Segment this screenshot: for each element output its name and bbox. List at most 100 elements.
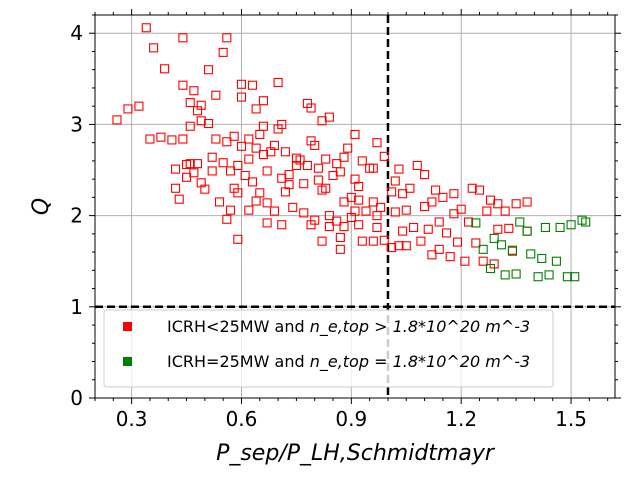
data-point-red <box>258 121 269 131</box>
data-point-red <box>211 134 221 144</box>
data-point-green <box>533 272 543 282</box>
data-point-red <box>277 220 287 230</box>
data-point-red <box>185 97 195 108</box>
data-point-red <box>207 166 217 176</box>
data-point-red <box>141 23 151 33</box>
data-point-red <box>343 143 353 153</box>
data-point-red <box>189 86 199 96</box>
data-point-red <box>339 152 349 162</box>
legend-box <box>103 309 554 388</box>
data-point-red <box>511 199 521 209</box>
data-point-red <box>262 198 272 208</box>
data-point-red <box>288 202 298 212</box>
data-point-red <box>324 211 334 221</box>
data-point-red <box>416 236 426 246</box>
legend-label-green-math: n_e,top = 1.8*10^20 m^-3 <box>310 352 530 372</box>
data-point-red <box>372 222 382 233</box>
data-point-red <box>222 214 232 224</box>
legend-label-green-prefix: ICRH=25MW and <box>167 352 310 371</box>
data-point-red <box>434 217 444 227</box>
data-point-red <box>247 80 258 90</box>
data-point-red <box>233 160 243 171</box>
data-point-red <box>335 167 345 177</box>
data-point-red <box>218 47 228 57</box>
data-point-red <box>387 187 397 197</box>
data-point-red <box>236 141 247 151</box>
data-point-green <box>540 222 550 233</box>
data-point-red <box>222 33 232 43</box>
data-point-red <box>394 241 404 251</box>
data-point-red <box>321 154 331 164</box>
data-point-red <box>368 163 378 173</box>
data-point-red <box>189 168 199 178</box>
data-point-red <box>372 138 382 148</box>
data-point-red <box>354 181 364 191</box>
data-point-red <box>423 224 433 234</box>
data-point-green <box>526 249 536 259</box>
data-point-red <box>251 196 261 206</box>
data-point-red <box>420 201 430 212</box>
data-point-red <box>196 116 206 126</box>
data-point-green <box>515 217 525 227</box>
data-point-red <box>460 256 470 266</box>
data-point-red <box>368 236 378 246</box>
legend-swatch-red <box>123 322 132 331</box>
data-points <box>112 23 591 282</box>
data-point-red <box>357 156 367 166</box>
data-point-red <box>225 205 236 215</box>
data-point-red <box>112 115 122 125</box>
legend-label-red: ICRH<25MW and n_e,top > 1.8*10^20 m^-3 <box>167 317 530 337</box>
data-point-red <box>123 104 133 114</box>
data-point-green <box>496 240 507 250</box>
data-point-red <box>273 77 283 88</box>
data-point-red <box>134 101 144 111</box>
data-point-red <box>225 166 236 176</box>
data-point-green <box>485 263 496 274</box>
data-point-red <box>185 159 195 169</box>
data-point-red <box>178 80 188 90</box>
data-point-red <box>262 218 272 228</box>
axis-ticks <box>89 9 621 404</box>
data-point-red <box>233 234 243 244</box>
data-point-green <box>537 253 547 264</box>
data-point-red <box>321 183 331 193</box>
data-point-green <box>511 269 521 279</box>
data-point-red <box>335 244 345 254</box>
plot-frame <box>94 14 616 399</box>
data-point-green <box>551 256 561 266</box>
y-tick-label: 1 <box>70 295 83 319</box>
data-point-red <box>310 215 320 225</box>
data-point-red <box>284 180 294 190</box>
legend: ICRH<25MW and n_e,top > 1.8*10^20 m^-3 I… <box>103 309 554 388</box>
data-point-red <box>420 170 430 180</box>
data-point-red <box>236 79 247 89</box>
data-point-red <box>317 236 327 246</box>
data-point-red <box>350 206 360 216</box>
data-point-red <box>280 147 290 157</box>
data-point-red <box>251 143 261 153</box>
data-point-red <box>218 158 228 168</box>
data-point-red <box>324 222 334 232</box>
data-point-red <box>181 172 192 182</box>
data-point-red <box>445 252 455 262</box>
data-point-red <box>368 197 378 207</box>
data-point-red <box>401 241 411 251</box>
data-point-red <box>244 154 254 164</box>
data-point-red <box>145 134 155 144</box>
data-point-red <box>522 197 532 207</box>
data-point-red <box>357 236 367 246</box>
data-point-red <box>222 137 232 147</box>
data-point-green <box>566 220 576 230</box>
data-point-red <box>409 222 419 233</box>
data-point-red <box>478 256 488 266</box>
data-point-red <box>379 235 389 245</box>
data-point-red <box>269 206 279 216</box>
data-point-green <box>471 218 481 228</box>
x-tick-label: 1.2 <box>445 407 477 431</box>
data-point-red <box>335 232 345 243</box>
tick-labels: 0.3 0.6 0.9 1.2 1.5 0 1 2 3 4 <box>70 21 587 431</box>
data-point-red <box>196 100 206 110</box>
data-point-red <box>339 197 349 207</box>
x-tick-label: 0.6 <box>226 407 258 431</box>
data-point-red <box>149 43 159 53</box>
